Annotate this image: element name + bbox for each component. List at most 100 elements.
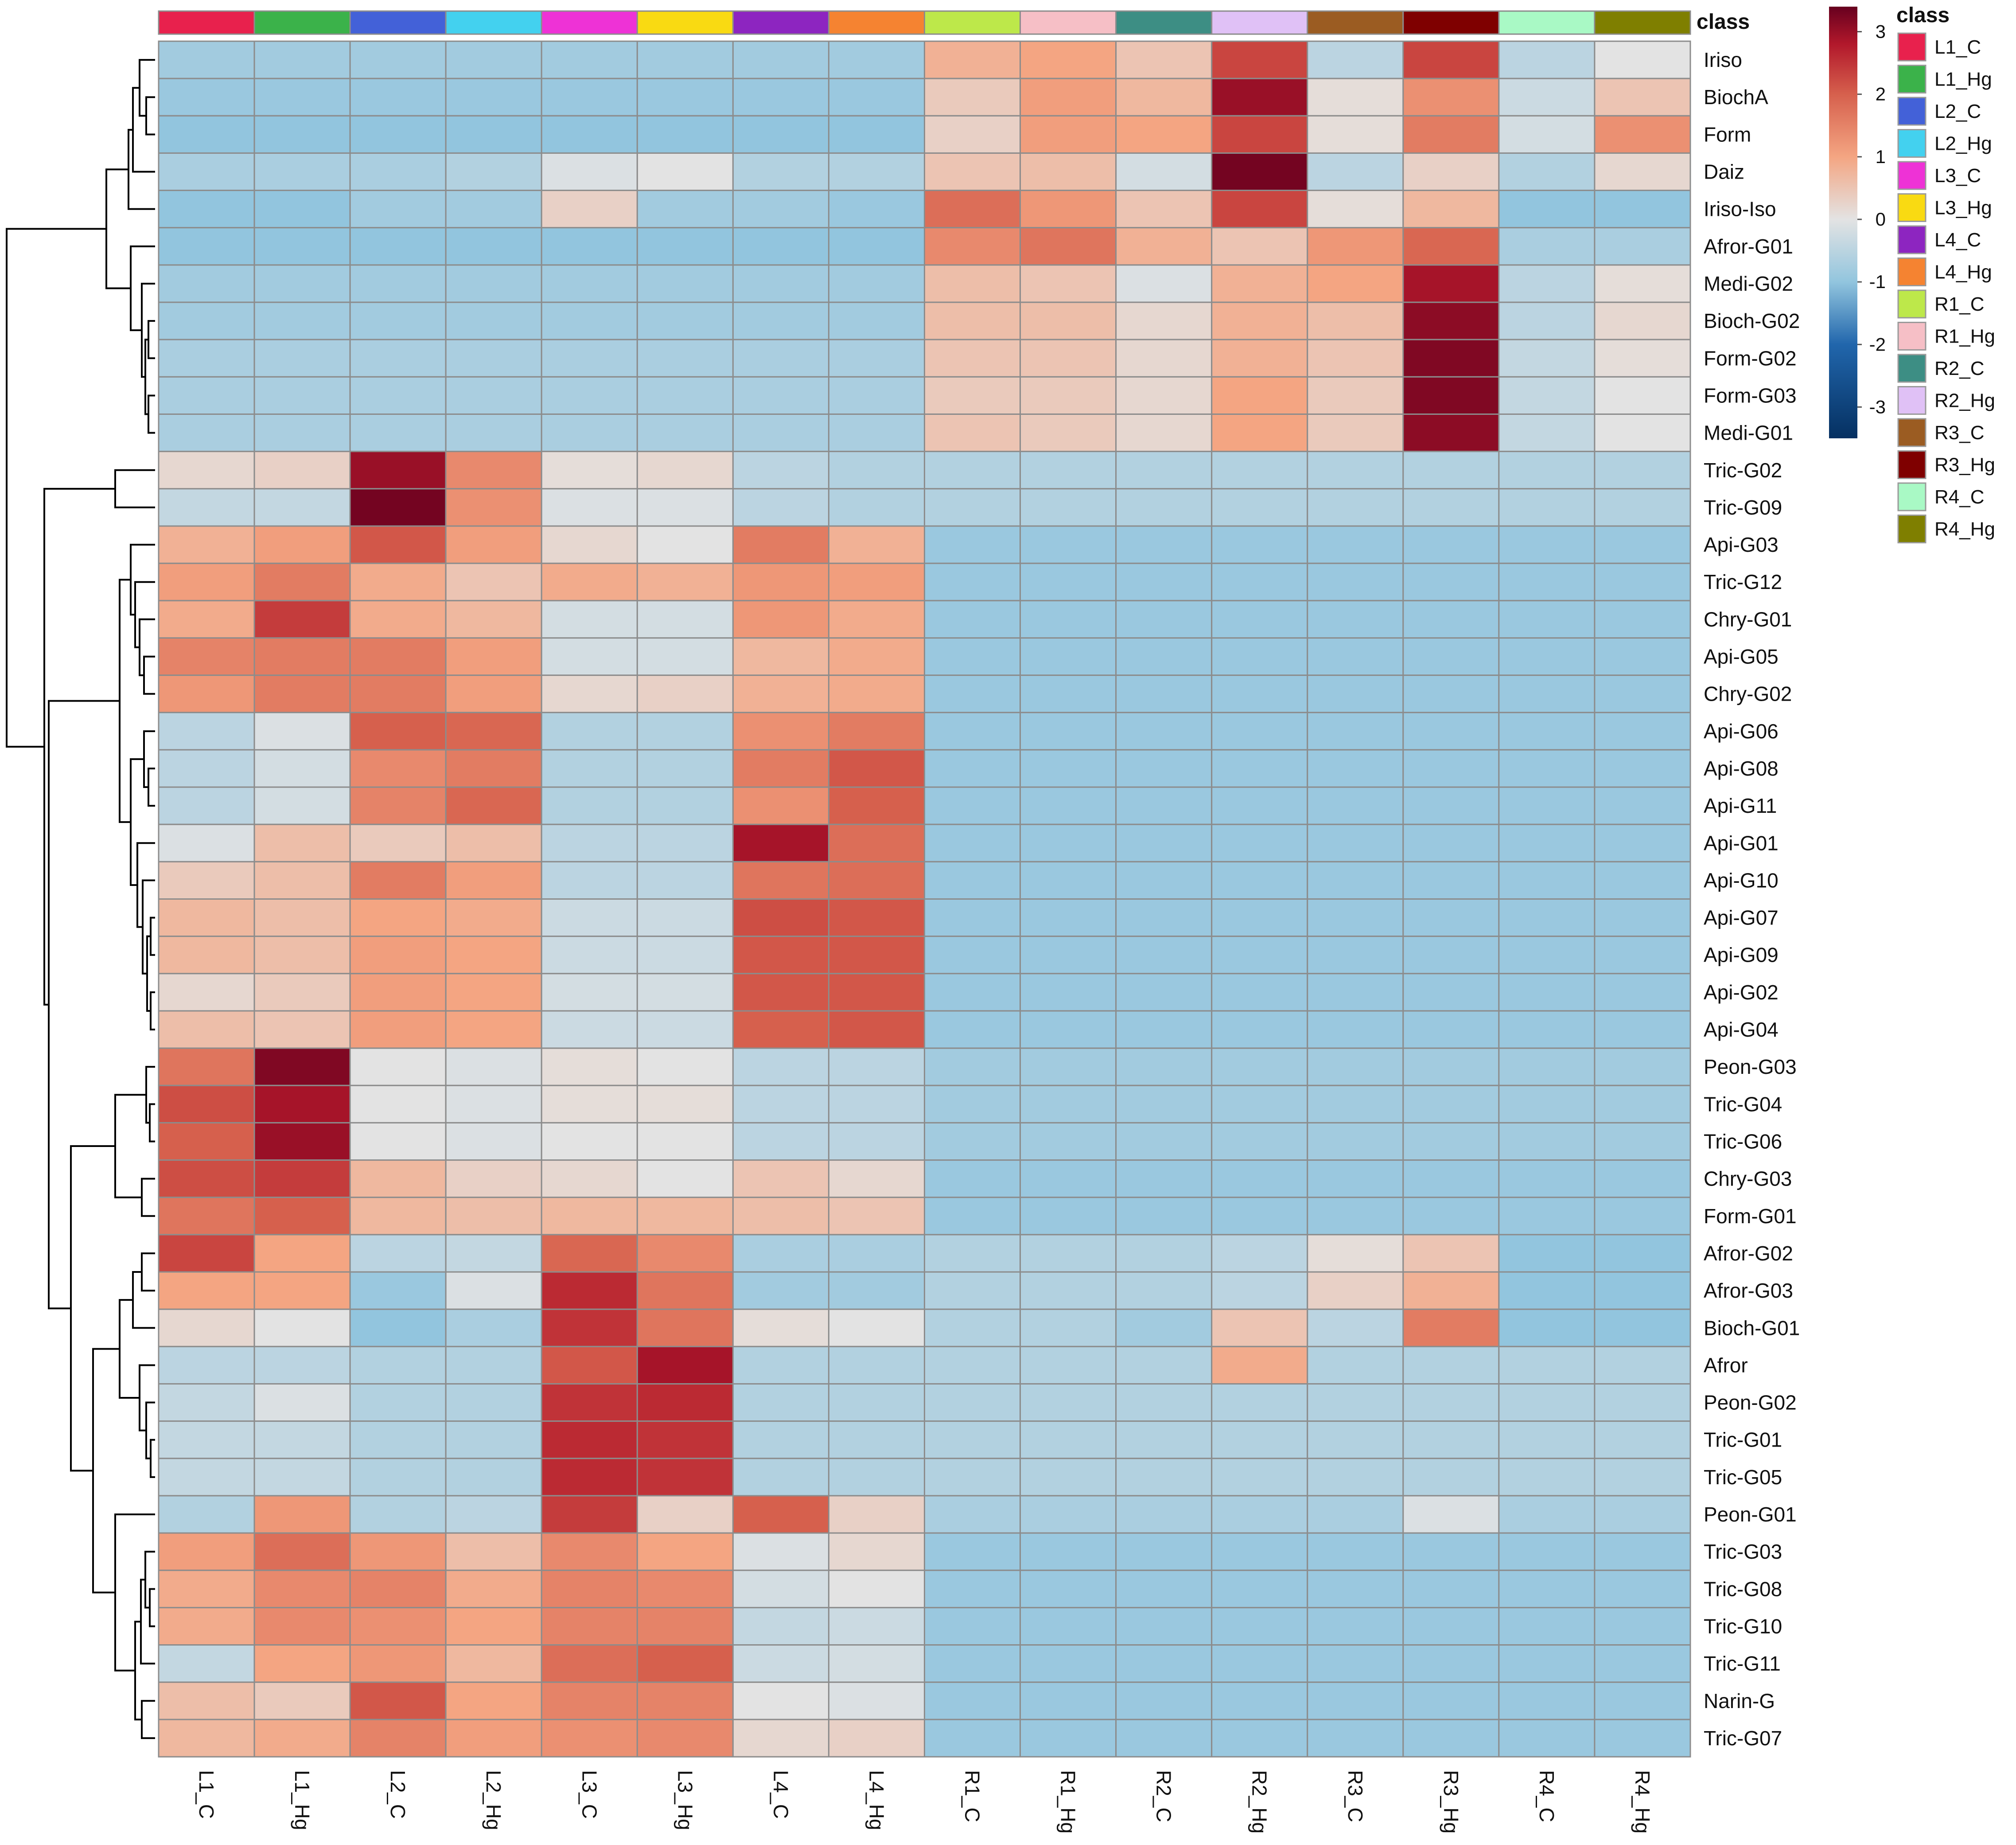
- cell-Tric-G08-L3_C: [541, 1569, 638, 1608]
- cell-Afror-R4_Hg: [1594, 1346, 1691, 1385]
- cell-Api-G08-L1_Hg: [253, 749, 351, 788]
- legend-label: L4_C: [1934, 229, 1981, 251]
- legend-label: L3_C: [1934, 165, 1981, 187]
- cell-BiochA-R4_Hg: [1594, 78, 1691, 117]
- cell-Api-G06-L4_C: [732, 712, 829, 751]
- row-label: Api-G03: [1704, 533, 1779, 556]
- cell-Tric-G08-L1_C: [158, 1569, 255, 1608]
- row-dendrogram: [6, 59, 155, 1739]
- dendrogram-branch: [149, 1588, 155, 1627]
- cell-Form-G01-L4_C: [732, 1197, 829, 1236]
- cell-Tric-G09-R4_Hg: [1594, 488, 1691, 527]
- column-label: R4_C: [1535, 1770, 1558, 1822]
- legend-label: R1_Hg: [1934, 326, 1995, 347]
- dendrogram-branch: [148, 320, 155, 359]
- cell-Narin-G-R2_C: [1115, 1681, 1213, 1720]
- cell-Form-G03-L1_Hg: [253, 376, 351, 415]
- cell-Chry-G01-L4_C: [732, 600, 829, 639]
- cell-Api-G09-L4_C: [732, 936, 829, 975]
- cell-Tric-G02-R3_Hg: [1402, 451, 1500, 490]
- cell-Chry-G03-R4_C: [1498, 1159, 1596, 1198]
- cell-Chry-G02-L2_Hg: [445, 675, 542, 714]
- cell-Peon-G01-R2_Hg: [1211, 1495, 1308, 1534]
- cell-Api-G03-R2_C: [1115, 525, 1213, 564]
- legend-label: L4_Hg: [1934, 261, 1992, 283]
- cell-Bioch-G02-L1_Hg: [253, 301, 351, 340]
- cell-Iriso-Iso-R4_C: [1498, 190, 1596, 229]
- cell-Form-L3_C: [541, 115, 638, 154]
- cell-Chry-G03-L1_Hg: [253, 1159, 351, 1198]
- legend-label: R1_C: [1934, 293, 1985, 315]
- cell-Narin-G-R1_C: [924, 1681, 1021, 1720]
- cell-Chry-G02-L2_C: [349, 675, 447, 714]
- cell-Iriso-L1_C: [158, 40, 255, 79]
- cell-Form-G02-R4_C: [1498, 339, 1596, 378]
- cell-Peon-G03-R1_Hg: [1020, 1047, 1117, 1086]
- cell-Api-G10-R3_Hg: [1402, 861, 1500, 900]
- cell-Tric-G03-R4_Hg: [1594, 1532, 1691, 1571]
- cell-Tric-G02-L1_C: [158, 451, 255, 490]
- cell-Tric-G06-L2_C: [349, 1122, 447, 1161]
- cell-Iriso-L2_C: [349, 40, 447, 79]
- cell-Tric-G07-L1_C: [158, 1719, 255, 1758]
- cell-Bioch-G01-L1_C: [158, 1308, 255, 1347]
- cell-Chry-G02-L3_C: [541, 675, 638, 714]
- cell-Chry-G02-R2_C: [1115, 675, 1213, 714]
- row-label: Afror-G01: [1704, 235, 1793, 258]
- cell-Bioch-G02-L4_Hg: [828, 301, 925, 340]
- cell-Medi-G02-L3_C: [541, 264, 638, 303]
- cell-Afror-G02-L1_Hg: [253, 1234, 351, 1273]
- cell-Tric-G11-R3_Hg: [1402, 1644, 1500, 1683]
- cell-Tric-G06-L2_Hg: [445, 1122, 542, 1161]
- row-label: Chry-G02: [1704, 683, 1792, 706]
- cell-Tric-G04-R2_Hg: [1211, 1084, 1308, 1123]
- cell-BiochA-R2_Hg: [1211, 78, 1308, 117]
- row-label: Form-G02: [1704, 347, 1797, 370]
- column-label: L3_Hg: [673, 1770, 697, 1830]
- row-label: Form-G03: [1704, 384, 1797, 407]
- cell-Api-G06-R4_Hg: [1594, 712, 1691, 751]
- cell-Tric-G06-R2_Hg: [1211, 1122, 1308, 1161]
- column-label: R3_Hg: [1440, 1770, 1463, 1833]
- legend-swatch-R2_Hg: [1897, 386, 1926, 415]
- cell-Api-G09-R3_C: [1307, 936, 1404, 975]
- cell-Afror-L3_Hg: [636, 1346, 734, 1385]
- cell-Chry-G03-L4_Hg: [828, 1159, 925, 1198]
- cell-Tric-G05-L4_Hg: [828, 1458, 925, 1497]
- row-label: Form-G01: [1704, 1205, 1797, 1228]
- cell-Api-G09-L2_C: [349, 936, 447, 975]
- column-label: L2_C: [386, 1770, 409, 1819]
- cell-Bioch-G01-L2_C: [349, 1308, 447, 1347]
- cell-Chry-G01-R1_Hg: [1020, 600, 1117, 639]
- cell-Iriso-R3_C: [1307, 40, 1404, 79]
- class-legend: class L1_C L1_Hg L2_C L2_Hg L3_C L3_Hg L4_C L4_…: [1896, 4, 1995, 543]
- cell-Medi-G01-R2_Hg: [1211, 413, 1308, 452]
- cell-Api-G09-R1_C: [924, 936, 1021, 975]
- row-label: Afror-G02: [1704, 1242, 1793, 1265]
- cell-Medi-G01-L2_Hg: [445, 413, 542, 452]
- cell-BiochA-R1_C: [924, 78, 1021, 117]
- cell-Form-G02-L2_C: [349, 339, 447, 378]
- cell-Tric-G11-L3_Hg: [636, 1644, 734, 1683]
- row-label: Api-G11: [1704, 794, 1777, 817]
- cell-Tric-G12-L2_C: [349, 562, 447, 601]
- cell-Api-G05-R2_Hg: [1211, 637, 1308, 676]
- legend-label: L1_Hg: [1934, 69, 1992, 90]
- cell-Api-G08-L2_C: [349, 749, 447, 788]
- cell-Tric-G02-L2_C: [349, 451, 447, 490]
- cell-Afror-G03-R3_C: [1307, 1271, 1404, 1310]
- cell-Medi-G01-L4_Hg: [828, 413, 925, 452]
- legend-swatch-R3_Hg: [1897, 450, 1926, 479]
- cell-Api-G02-R4_C: [1498, 973, 1596, 1012]
- cell-Api-G07-R1_C: [924, 898, 1021, 937]
- cell-Tric-G04-L4_Hg: [828, 1084, 925, 1123]
- cell-Api-G11-R4_Hg: [1594, 786, 1691, 825]
- row-label: Api-G01: [1704, 831, 1779, 854]
- row-label: Api-G05: [1704, 645, 1779, 668]
- row-label: Narin-G: [1704, 1689, 1775, 1712]
- cell-Api-G08-R2_Hg: [1211, 749, 1308, 788]
- cell-Api-G06-R3_Hg: [1402, 712, 1500, 751]
- row-label: Iriso: [1704, 48, 1742, 71]
- cell-Tric-G04-L1_Hg: [253, 1084, 351, 1123]
- class-bar-R3_Hg: [1402, 10, 1500, 35]
